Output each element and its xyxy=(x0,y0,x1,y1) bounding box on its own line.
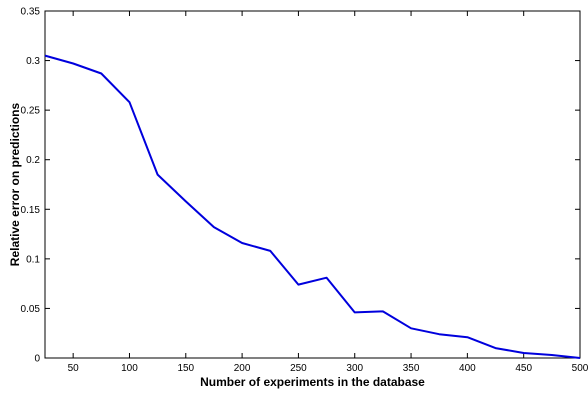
plot-frame xyxy=(44,10,581,359)
series-line xyxy=(44,54,581,359)
x-tick-label: 100 xyxy=(121,363,138,374)
y-tick-label: 0.25 xyxy=(21,106,41,117)
y-tick-label: 0 xyxy=(34,354,40,365)
x-tick-label: 50 xyxy=(68,363,80,374)
y-tick-label: 0.35 xyxy=(21,7,41,18)
y-tick-label: 0.1 xyxy=(26,254,40,265)
y-tick-label: 0.3 xyxy=(26,56,40,67)
y-tick-label: 0.15 xyxy=(21,205,41,216)
x-tick-label: 150 xyxy=(177,363,194,374)
x-tick-label: 350 xyxy=(403,363,420,374)
x-tick-label: 500 xyxy=(572,363,588,374)
y-axis-label: Relative error on predictions xyxy=(8,102,22,266)
x-axis-label: Number of experiments in the database xyxy=(200,375,425,389)
tick-labels: 50 100 150 200 250 300 350 400 450 500 0 0.05 0.1 0.1… xyxy=(21,7,588,375)
x-tick-label: 400 xyxy=(459,363,476,374)
x-tick-label: 200 xyxy=(234,363,251,374)
axis-ticks xyxy=(45,10,581,359)
x-tick-label: 300 xyxy=(346,363,363,374)
x-tick-label: 250 xyxy=(290,363,307,374)
x-tick-label: 450 xyxy=(515,363,532,374)
y-tick-label: 0.05 xyxy=(21,304,41,315)
y-tick-label: 0.2 xyxy=(26,155,40,166)
